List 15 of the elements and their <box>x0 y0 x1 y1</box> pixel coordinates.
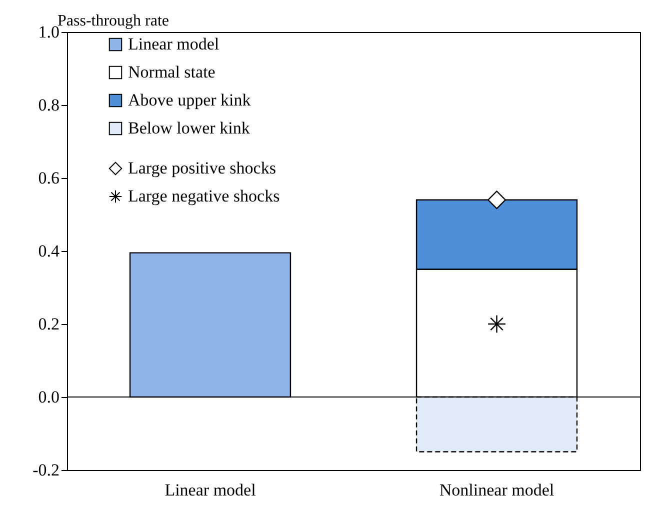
y-tick-label: 0.6 <box>38 168 60 188</box>
y-tick-label: 0.8 <box>38 96 60 114</box>
legend-label: Below lower kink <box>128 118 250 138</box>
y-tick-label: 0.2 <box>38 314 60 334</box>
x-tick-label: Nonlinear model <box>439 480 554 500</box>
legend-label: Large negative shocks <box>128 186 280 206</box>
legend-label: Linear model <box>128 34 220 54</box>
legend-label: Normal state <box>128 62 216 82</box>
y-axis-title: Pass-through rate <box>58 12 170 30</box>
legend-label: Above upper kink <box>128 90 252 110</box>
legend-label: Large positive shocks <box>128 158 276 178</box>
y-tick-label: 0.4 <box>38 242 60 260</box>
y-tick-label: 1.0 <box>38 22 60 42</box>
y-tick-label: 0.0 <box>38 388 60 406</box>
y-tick-label: -0.2 <box>32 460 60 480</box>
